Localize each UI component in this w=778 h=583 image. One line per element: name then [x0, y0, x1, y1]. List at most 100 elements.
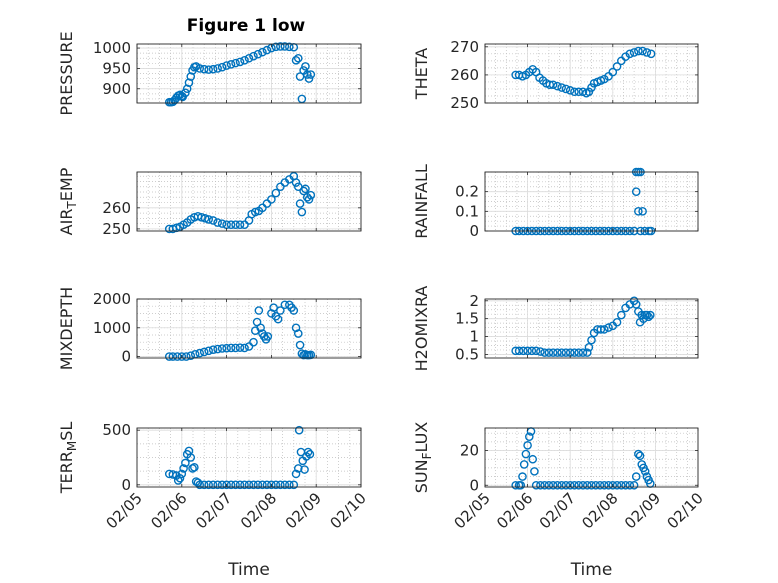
data-point [635, 451, 645, 461]
data-point [548, 80, 558, 90]
y-tick-label: 500 [102, 421, 131, 439]
y-tick-label: 260 [102, 199, 131, 217]
data-point [521, 449, 531, 459]
data-point [301, 184, 310, 194]
data-point [222, 480, 231, 490]
axes-box [136, 427, 362, 488]
data-point [267, 195, 276, 204]
data-point [253, 49, 263, 59]
data-point [642, 310, 652, 320]
data-point [186, 351, 196, 360]
axes-box [484, 298, 699, 359]
x-axis-label: Time [570, 560, 613, 580]
data-point [553, 348, 562, 357]
data-point [523, 441, 532, 450]
data-point [293, 53, 303, 63]
data-point [544, 480, 554, 490]
y-tick-label: 20 [460, 442, 479, 460]
data-point [168, 352, 178, 361]
subplot-terr_msl: 0 500 02/05 02/06 02/07 02/08 02/09 02/10 Time TE… [57, 421, 370, 580]
y-tick-label: 1.5 [455, 310, 479, 328]
data-point [608, 67, 618, 77]
data-point [570, 480, 579, 490]
figure-title: Figure 1 low [187, 16, 306, 36]
axes-box [136, 298, 362, 359]
data-point [629, 480, 639, 490]
data-point [263, 332, 273, 341]
data-point [584, 87, 594, 97]
data-point [240, 343, 249, 353]
data-point [204, 346, 213, 356]
data-point [249, 337, 258, 347]
axes-box [136, 43, 362, 104]
subplot-h2omixra: 0.511.52 H2OMIXRA [412, 286, 699, 371]
data-point [561, 348, 571, 357]
data-point [295, 340, 305, 350]
y-tick-label: 270 [450, 38, 479, 56]
subplot-sun_flux: 0 20 02/05 02/06 02/07 02/08 02/09 02/10 Time SUN… [412, 422, 707, 580]
data-point [621, 480, 630, 490]
y-tick-label: 0 [469, 222, 479, 240]
data-point [256, 323, 265, 333]
data-point [302, 70, 312, 79]
data-point [306, 70, 316, 79]
data-point [222, 61, 231, 70]
data-point [536, 347, 545, 356]
data-point [244, 342, 254, 351]
data-point [217, 344, 227, 353]
data-point [231, 58, 240, 68]
data-point [186, 453, 196, 462]
data-point [511, 480, 520, 490]
y-axis-label: MIXDEPTH [57, 287, 76, 370]
data-point [642, 48, 652, 57]
data-point [634, 46, 643, 56]
data-point [570, 348, 579, 357]
data-point [595, 480, 605, 490]
data-point [199, 347, 209, 357]
data-point [181, 352, 191, 361]
data-point [519, 460, 529, 469]
x-tick-label: 02/09 [282, 489, 325, 532]
data-point [276, 306, 285, 315]
data-point [258, 47, 267, 57]
data-point [599, 74, 609, 84]
data-point [591, 480, 601, 490]
data-point [553, 480, 562, 490]
data-point [285, 480, 294, 490]
data-point [625, 49, 635, 59]
data-point [291, 55, 301, 65]
data-point [231, 343, 240, 353]
data-point [295, 199, 305, 208]
y-axis-label: RAINFALL [412, 164, 431, 239]
data-point [222, 343, 231, 353]
axes-box [484, 43, 699, 104]
data-point [179, 464, 188, 473]
data-point [545, 80, 555, 90]
data-point [199, 64, 209, 74]
data-point [276, 182, 285, 192]
y-tick-label: 0.1 [455, 202, 479, 220]
data-point [634, 207, 643, 216]
data-point [195, 480, 205, 490]
data-point [617, 310, 626, 320]
data-point [177, 352, 187, 361]
data-point [631, 187, 641, 196]
data-point [276, 42, 285, 51]
data-point [199, 480, 209, 490]
x-tick-label: 02/08 [237, 489, 280, 532]
data-point [612, 480, 622, 490]
data-point [304, 74, 314, 83]
data-point [570, 87, 579, 97]
data-point [173, 476, 183, 485]
y-tick-label: 2000 [93, 290, 131, 308]
y-axis-label: TERRMSL [57, 422, 79, 495]
data-point [638, 46, 647, 56]
subplot-pressure: 900 950 1000 PRESSURE [57, 31, 362, 116]
data-point [254, 306, 264, 315]
data-point [629, 48, 639, 57]
data-point [258, 480, 267, 490]
y-tick-label: 2 [469, 292, 479, 310]
data-point [544, 348, 554, 357]
data-point [285, 42, 294, 52]
data-point [204, 215, 213, 224]
